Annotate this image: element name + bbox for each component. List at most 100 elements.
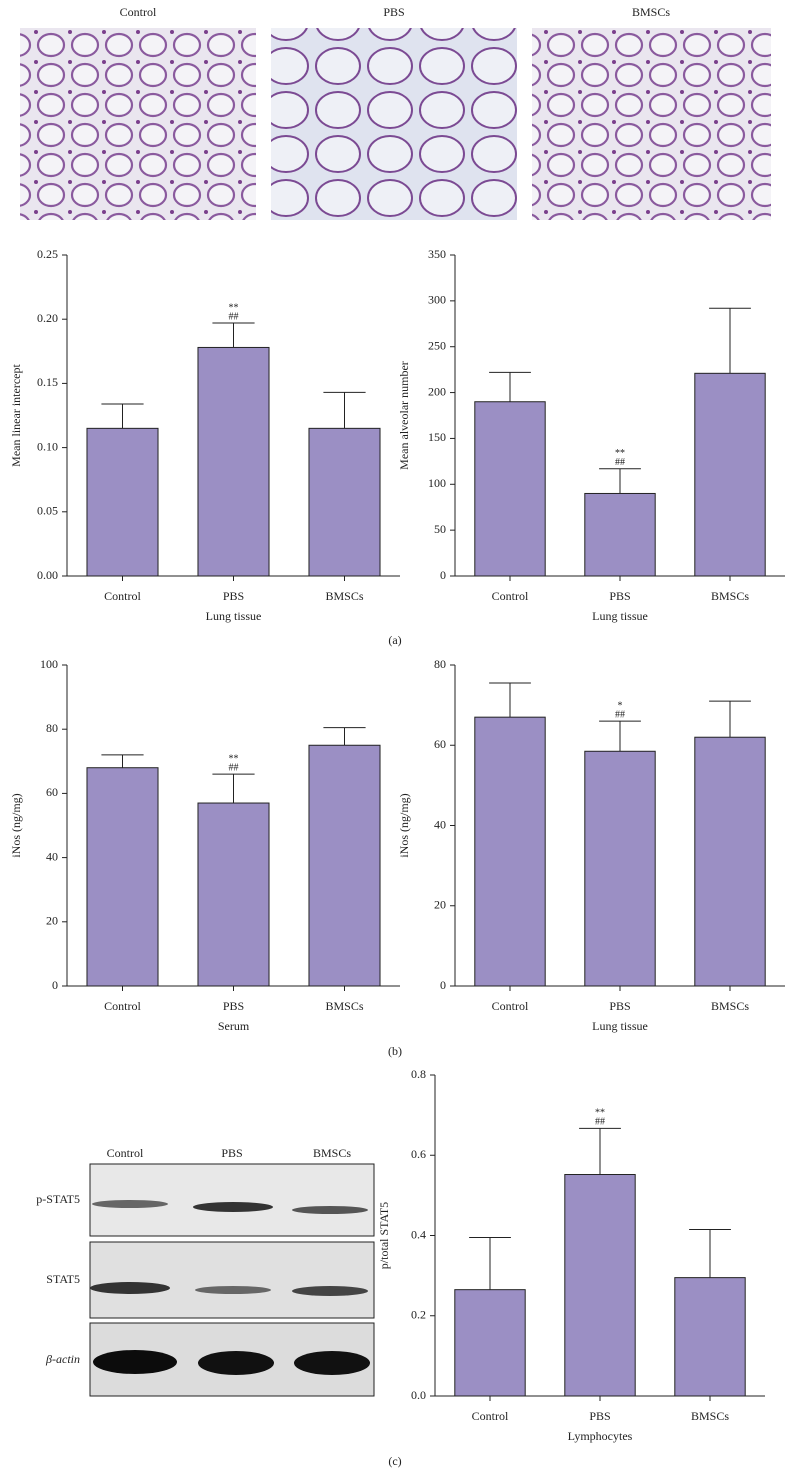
- x-tick-label: BMSCs: [691, 1409, 729, 1423]
- y-tick-label: 0.4: [411, 1227, 426, 1241]
- row-label: STAT5: [46, 1272, 80, 1286]
- bar: [694, 372, 766, 577]
- lane-label: PBS: [221, 1146, 242, 1160]
- x-tick-label: PBS: [589, 1409, 610, 1423]
- x-axis-label: Lung tissue: [592, 609, 648, 623]
- significance-marker: ##: [595, 1117, 605, 1128]
- y-tick-label: 100: [40, 657, 58, 671]
- x-tick-label: Control: [104, 589, 141, 603]
- bar: [474, 401, 546, 577]
- bar: [694, 736, 766, 987]
- y-tick-label: 20: [434, 898, 446, 912]
- bar: [197, 802, 270, 987]
- band: [292, 1206, 368, 1214]
- y-tick-label: 0: [52, 978, 58, 992]
- y-tick-label: 0.6: [411, 1147, 426, 1161]
- y-tick-label: 80: [434, 657, 446, 671]
- band: [195, 1286, 271, 1294]
- x-tick-label: PBS: [609, 999, 630, 1013]
- blot-box: [89, 1241, 375, 1319]
- bar: [564, 1174, 636, 1397]
- y-tick-label: 0.05: [37, 504, 58, 518]
- bar: [674, 1277, 746, 1397]
- panel-label: (a): [388, 633, 401, 647]
- blot-box: [89, 1163, 375, 1237]
- significance-marker: ##: [615, 457, 625, 468]
- significance-marker: **: [229, 753, 239, 764]
- y-axis-label: Mean alveolar number: [397, 361, 411, 470]
- band: [193, 1202, 273, 1212]
- x-tick-label: BMSCs: [325, 589, 363, 603]
- micrograph-label: PBS: [383, 5, 404, 19]
- significance-marker: *: [618, 700, 623, 711]
- y-tick-label: 0.2: [411, 1308, 426, 1322]
- significance-marker: ##: [229, 311, 239, 322]
- micrograph: [20, 28, 256, 220]
- band: [198, 1351, 274, 1375]
- y-tick-label: 0: [440, 568, 446, 582]
- x-tick-label: PBS: [223, 589, 244, 603]
- y-tick-label: 0.00: [37, 568, 58, 582]
- row-label: β-actin: [45, 1352, 80, 1366]
- bar: [86, 427, 159, 577]
- y-tick-label: 40: [46, 849, 58, 863]
- x-axis-label: Lung tissue: [206, 609, 262, 623]
- western-blot: Control PBS BMSCs p-STAT5 STAT5 β-actin: [36, 1146, 375, 1397]
- bar: [474, 716, 546, 987]
- band: [93, 1350, 177, 1374]
- micrograph-label: Control: [120, 5, 157, 19]
- bar: [308, 744, 381, 987]
- y-tick-label: 60: [434, 737, 446, 751]
- bar: [197, 346, 270, 577]
- x-tick-label: Control: [492, 999, 529, 1013]
- bar: [454, 1289, 526, 1397]
- y-tick-label: 150: [428, 430, 446, 444]
- y-tick-label: 0.8: [411, 1067, 426, 1081]
- panel-label: (b): [388, 1044, 402, 1058]
- significance-marker: ##: [615, 709, 625, 720]
- lane-label: BMSCs: [313, 1146, 351, 1160]
- y-axis-label: iNos (ng/mg): [397, 793, 411, 857]
- x-tick-label: Control: [104, 999, 141, 1013]
- x-tick-label: Control: [472, 1409, 509, 1423]
- y-tick-label: 0.25: [37, 247, 58, 261]
- y-tick-label: 250: [428, 338, 446, 352]
- bar: [584, 492, 656, 577]
- significance-marker: ##: [229, 762, 239, 773]
- x-tick-label: Control: [492, 589, 529, 603]
- y-tick-label: 80: [46, 721, 58, 735]
- x-tick-label: BMSCs: [711, 999, 749, 1013]
- y-tick-label: 60: [46, 785, 58, 799]
- bar: [584, 750, 656, 987]
- y-tick-label: 100: [428, 476, 446, 490]
- x-axis-label: Serum: [218, 1019, 250, 1033]
- band: [292, 1286, 368, 1296]
- micrograph-label: BMSCs: [632, 5, 670, 19]
- y-axis-label: iNos (ng/mg): [9, 793, 23, 857]
- bar: [308, 427, 381, 577]
- lane-label: Control: [107, 1146, 144, 1160]
- y-tick-label: 350: [428, 247, 446, 261]
- significance-marker: **: [595, 1108, 605, 1119]
- row-label: p-STAT5: [36, 1192, 80, 1206]
- y-tick-label: 0.10: [37, 439, 58, 453]
- micrograph: [271, 28, 517, 220]
- x-tick-label: PBS: [609, 589, 630, 603]
- y-tick-label: 0: [440, 978, 446, 992]
- x-axis-label: Lung tissue: [592, 1019, 648, 1033]
- micrograph: [532, 28, 771, 220]
- y-tick-label: 20: [46, 914, 58, 928]
- x-tick-label: PBS: [223, 999, 244, 1013]
- y-axis-label: Mean linear intercept: [9, 364, 23, 467]
- panel-label: (c): [388, 1454, 401, 1468]
- y-tick-label: 200: [428, 384, 446, 398]
- x-tick-label: BMSCs: [325, 999, 363, 1013]
- y-tick-label: 50: [434, 522, 446, 536]
- significance-marker: **: [615, 448, 625, 459]
- significance-marker: **: [229, 302, 239, 313]
- x-axis-label: Lymphocytes: [568, 1429, 633, 1443]
- y-tick-label: 0.20: [37, 311, 58, 325]
- y-axis-label: p/total STAT5: [377, 1202, 391, 1269]
